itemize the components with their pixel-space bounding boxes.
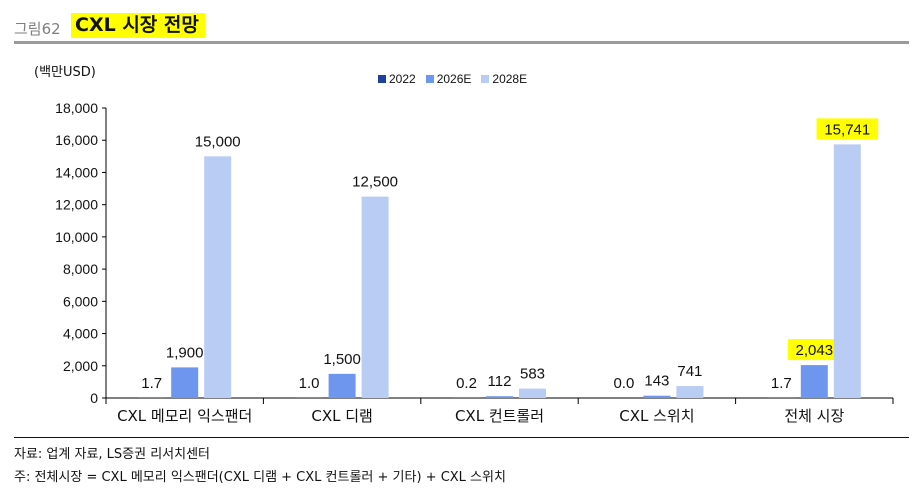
data-label: 0.2 — [456, 375, 477, 392]
bar-2028e — [833, 144, 861, 398]
data-label: 15,741 — [824, 121, 870, 138]
y-tick-label: 2,000 — [63, 358, 98, 374]
y-tick-label: 12,000 — [55, 197, 98, 213]
bar-2026e — [800, 365, 828, 398]
x-tick-label: CXL 컨트롤러 — [455, 407, 544, 425]
bar-2022 — [767, 397, 795, 398]
data-label: 583 — [520, 366, 545, 383]
y-tick-label: 8,000 — [63, 261, 98, 277]
bar-2026e — [486, 396, 513, 398]
legend-label-2028e: 2028E — [492, 72, 528, 86]
bar-2028e — [361, 196, 389, 398]
legend-label-2026e: 2026E — [436, 72, 472, 86]
figure-label: 그림62 — [14, 20, 61, 38]
data-label: 1.7 — [141, 375, 162, 392]
bar-2028e — [676, 386, 704, 398]
y-unit-label: (백만USD) — [34, 65, 96, 80]
bar-2022 — [453, 397, 480, 398]
y-tick-label: 10,000 — [55, 229, 98, 245]
legend-swatch-2028e — [481, 75, 490, 83]
footer-divider — [14, 437, 909, 438]
bar-2026e — [328, 373, 356, 398]
y-tick-label: 6,000 — [63, 293, 98, 309]
bar-2028e — [204, 156, 232, 398]
x-tick-label: CXL 메모리 익스팬더 — [117, 407, 252, 425]
legend-swatch-2022 — [378, 75, 386, 83]
data-label-highlight — [816, 118, 879, 140]
bar-2028e — [519, 388, 546, 398]
data-label: 1.7 — [771, 375, 792, 392]
data-label: 12,500 — [352, 174, 398, 191]
bar-2022 — [295, 397, 323, 398]
data-label: 1,900 — [166, 344, 204, 361]
data-label: 15,000 — [195, 133, 241, 150]
data-label: 0.0 — [613, 375, 634, 392]
data-label-highlight — [787, 339, 841, 361]
data-label: 143 — [644, 373, 669, 390]
figure-title: CXL 시장 전망 — [71, 13, 205, 38]
y-tick-label: 18,000 — [55, 100, 98, 116]
header-divider — [14, 41, 909, 44]
y-tick-label: 4,000 — [63, 326, 98, 342]
legend-item-2026e: 2026E — [425, 72, 472, 86]
bar-2026e — [171, 367, 199, 398]
data-label: 1.0 — [299, 375, 320, 392]
data-label: 1,500 — [323, 351, 361, 368]
bar-2026e — [643, 395, 671, 398]
y-tick-label: 16,000 — [55, 132, 98, 148]
legend-item-2028e: 2028E — [481, 72, 527, 86]
legend-item-2022: 2022 — [378, 72, 416, 86]
figure-header: 그림62 CXL 시장 전망 — [14, 10, 909, 40]
data-label: 112 — [488, 373, 512, 390]
x-tick-label: CXL 스위치 — [619, 407, 694, 425]
y-tick-label: 14,000 — [55, 164, 98, 180]
x-tick-label: 전체 시장 — [784, 407, 844, 425]
legend-swatch-2026e — [425, 75, 434, 83]
data-label: 741 — [677, 363, 702, 380]
footnote: 주: 전체시장 = CXL 메모리 익스팬더(CXL 디램 + CXL 컨트롤러… — [14, 470, 506, 485]
bar-2022 — [138, 397, 166, 398]
x-tick-label: CXL 디램 — [311, 407, 372, 425]
legend-label-2022: 2022 — [389, 72, 416, 86]
chart-legend: 2022 2026E 2028E — [378, 72, 527, 86]
source-note: 자료: 업계 자료, LS증권 리서치센터 — [14, 447, 211, 462]
data-label: 2,043 — [796, 342, 834, 359]
y-tick-label: 0 — [90, 390, 98, 406]
